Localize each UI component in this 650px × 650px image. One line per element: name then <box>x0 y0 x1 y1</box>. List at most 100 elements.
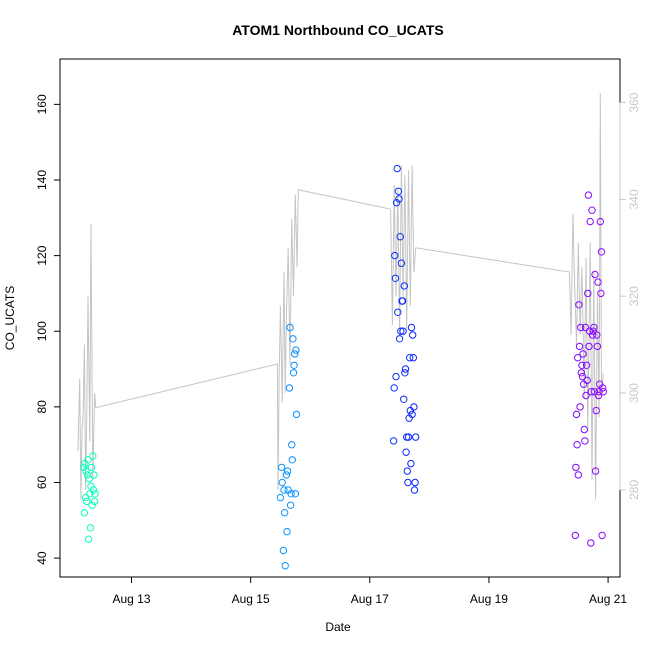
y-axis-right: 280 300 320 340 360 <box>619 92 641 500</box>
data-point <box>392 199 401 207</box>
data-point <box>407 459 415 468</box>
y-axis-left: 40 60 80 100 120 140 160 <box>35 94 60 565</box>
data-point <box>593 331 601 339</box>
chart-title: ATOM1 Northbound CO_UCATS <box>232 22 444 38</box>
data-point <box>90 497 99 506</box>
data-point <box>282 471 291 479</box>
data-point <box>588 331 597 339</box>
data-point <box>292 346 300 354</box>
data-point <box>395 195 403 203</box>
data-point <box>597 289 605 298</box>
data-point <box>392 372 400 381</box>
y2-tick-label: 340 <box>627 189 641 209</box>
data-point <box>587 539 595 547</box>
data-point <box>596 217 604 226</box>
data-point <box>584 191 593 199</box>
data-point <box>572 410 581 419</box>
x-axis-label: Date <box>325 620 351 634</box>
data-point <box>593 342 602 351</box>
data-point <box>280 509 289 517</box>
data-point <box>80 463 88 472</box>
data-point <box>395 335 404 343</box>
data-point <box>283 527 291 536</box>
data-point <box>582 361 591 369</box>
data-point <box>575 342 584 351</box>
data-point <box>579 350 587 358</box>
x-axis: Aug 13 Aug 15 Aug 17 Aug 19 Aug 21 <box>112 576 627 606</box>
data-point <box>87 463 96 472</box>
data-point <box>594 391 603 400</box>
data-point <box>399 327 407 335</box>
data-point <box>572 463 580 472</box>
data-point <box>393 164 401 173</box>
data-point <box>592 406 600 415</box>
data-point <box>597 248 606 256</box>
y2-tick-label: 280 <box>627 480 641 500</box>
data-point <box>578 361 586 369</box>
x-tick-label: Aug 19 <box>470 592 508 606</box>
data-point <box>394 308 402 316</box>
data-point <box>391 251 399 260</box>
data-point <box>291 350 299 358</box>
data-point <box>280 486 288 494</box>
data-point <box>409 354 417 362</box>
data-point <box>591 467 600 475</box>
y-tick-label: 160 <box>35 94 49 114</box>
data-point <box>394 187 403 196</box>
x-tick-label: Aug 17 <box>351 592 389 606</box>
data-point <box>289 335 297 343</box>
y-axis-label: CO_UCATS <box>3 286 17 350</box>
data-point <box>290 361 298 369</box>
data-point <box>586 217 594 226</box>
x-tick-label: Aug 13 <box>112 592 150 606</box>
y-tick-label: 120 <box>35 245 49 265</box>
data-point <box>599 388 607 396</box>
data-point <box>400 282 408 290</box>
data-point <box>598 531 606 540</box>
data-point <box>83 497 91 506</box>
data-point <box>286 501 295 509</box>
data-point <box>86 524 95 532</box>
data-point <box>285 384 294 392</box>
data-point <box>591 270 599 279</box>
data-point <box>411 478 419 487</box>
y2-tick-label: 300 <box>627 383 641 403</box>
data-point <box>412 433 420 441</box>
data-point <box>576 403 584 411</box>
plot-area <box>59 58 621 578</box>
data-point <box>89 486 98 494</box>
data-point <box>90 471 98 479</box>
data-point <box>85 475 93 483</box>
data-point <box>580 425 588 434</box>
data-point <box>571 531 579 540</box>
data-point <box>397 327 405 335</box>
data-point <box>401 365 410 373</box>
data-point <box>584 289 592 298</box>
y-tick-label: 40 <box>35 551 49 565</box>
data-point <box>410 486 419 494</box>
data-point <box>585 342 593 351</box>
data-point <box>89 452 97 460</box>
data-point <box>389 437 398 445</box>
y-tick-label: 80 <box>35 400 49 414</box>
data-point <box>82 467 90 475</box>
data-point <box>574 471 582 479</box>
data-point <box>408 410 416 419</box>
data-point <box>581 323 590 332</box>
data-point <box>291 490 299 498</box>
data-point <box>404 433 413 441</box>
data-point <box>281 562 289 570</box>
line-series <box>77 92 604 500</box>
data-point <box>288 456 296 464</box>
data-point <box>286 323 294 332</box>
data-point <box>401 369 409 377</box>
data-point <box>287 490 295 498</box>
data-point <box>403 467 411 475</box>
data-point <box>398 297 407 305</box>
data-point <box>292 410 301 419</box>
data-point <box>396 233 404 241</box>
data-point <box>277 463 286 472</box>
y-tick-label: 140 <box>35 170 49 190</box>
y-tick-label: 100 <box>35 321 49 341</box>
